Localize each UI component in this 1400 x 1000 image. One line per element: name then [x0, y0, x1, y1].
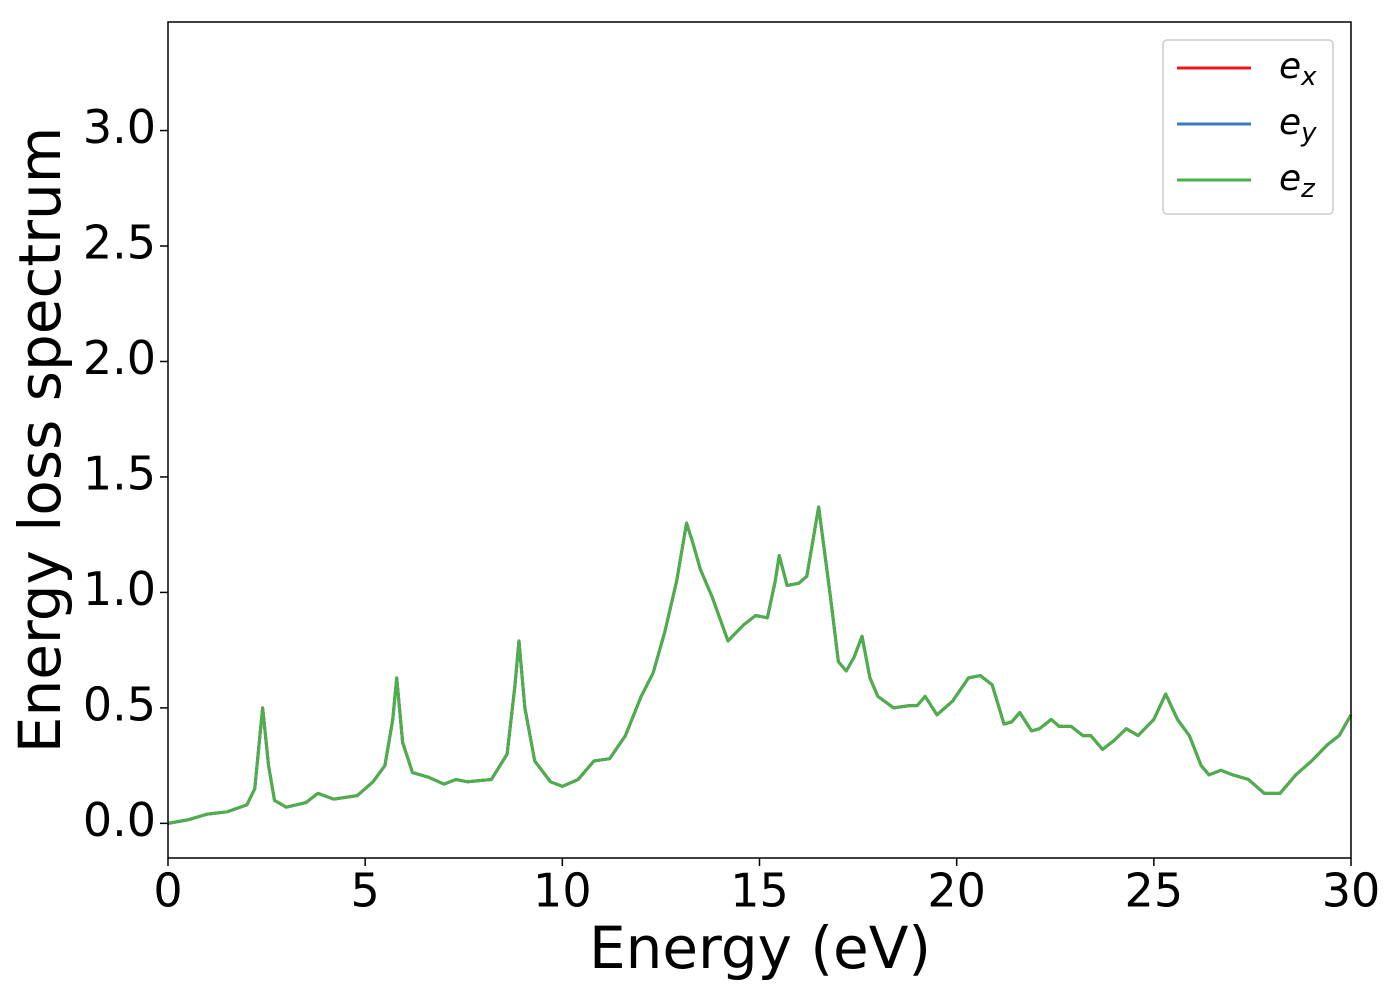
- x-tick-label: 15: [730, 864, 789, 918]
- x-tick-label: 20: [927, 864, 986, 918]
- legend-label: ez: [1279, 158, 1316, 204]
- y-tick-label: 1.0: [83, 562, 156, 616]
- series-line: [167, 505, 1353, 825]
- x-tick-label: 30: [1322, 864, 1381, 918]
- y-tick-label: 3.0: [83, 100, 156, 154]
- legend-label: ex: [1279, 46, 1317, 92]
- x-tick-label: 5: [351, 864, 380, 918]
- x-axis-label: Energy (eV): [589, 914, 931, 982]
- y-tick-label: 0.5: [83, 677, 156, 731]
- plot-frame: [167, 21, 1352, 859]
- y-tick-label: 0.0: [83, 793, 156, 847]
- x-tick-label: 0: [153, 864, 182, 918]
- legend-box: [1162, 39, 1334, 215]
- x-tick-label: 25: [1125, 864, 1184, 918]
- series-line: [167, 505, 1353, 825]
- y-axis-label: Energy loss spectrum: [6, 127, 74, 753]
- y-tick-label: 2.0: [83, 331, 156, 385]
- legend-label: ey: [1279, 102, 1317, 148]
- y-tick-label: 1.5: [83, 446, 156, 500]
- x-tick-label: 10: [533, 864, 592, 918]
- y-tick-label: 2.5: [83, 216, 156, 270]
- series-line: [167, 505, 1353, 825]
- legend: ex ey ez: [1162, 39, 1334, 215]
